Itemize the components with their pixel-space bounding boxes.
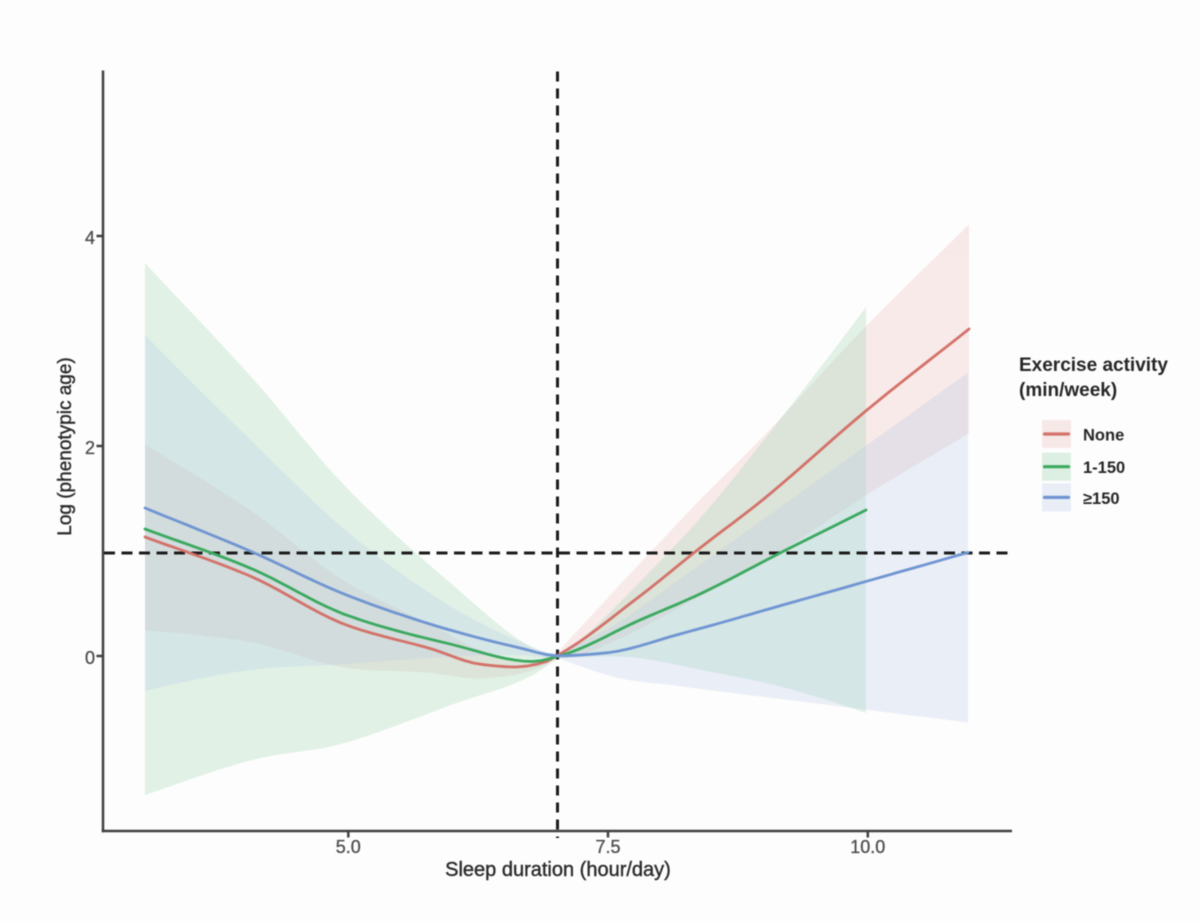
svg-text:5.0: 5.0 xyxy=(336,837,361,857)
svg-text:(min/week): (min/week) xyxy=(1019,380,1117,401)
svg-text:1-150: 1-150 xyxy=(1083,459,1125,477)
svg-text:Sleep duration (hour/day): Sleep duration (hour/day) xyxy=(445,859,671,881)
svg-text:2: 2 xyxy=(85,438,95,458)
svg-text:≥150: ≥150 xyxy=(1083,490,1120,508)
svg-text:None: None xyxy=(1083,427,1124,445)
svg-text:Log (phenotypic age): Log (phenotypic age) xyxy=(55,357,76,536)
svg-text:Exercise activity: Exercise activity xyxy=(1019,355,1168,376)
svg-text:0: 0 xyxy=(85,648,95,668)
svg-text:7.5: 7.5 xyxy=(595,837,620,857)
svg-text:4: 4 xyxy=(85,228,95,248)
svg-text:10.0: 10.0 xyxy=(850,837,885,857)
